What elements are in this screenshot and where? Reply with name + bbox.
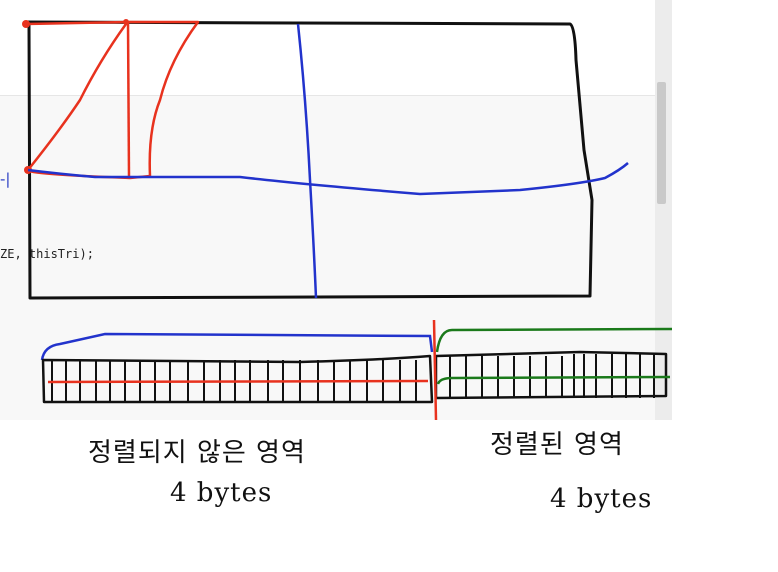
blue-bracket <box>40 332 434 361</box>
green-inner-line <box>436 375 671 385</box>
red-vertical-line <box>126 21 131 179</box>
memory-strip-left <box>41 354 434 404</box>
code-margin-mark: -| <box>0 170 11 188</box>
red-inner-line <box>47 379 429 384</box>
editor-header-area <box>0 0 672 95</box>
blue-horizontal-line <box>27 162 629 196</box>
blue-vertical-line <box>296 23 318 299</box>
left-region-size: 4 bytes <box>170 478 273 508</box>
right-region-size: 4 bytes <box>550 484 653 514</box>
scrollbar-thumb[interactable] <box>657 82 666 204</box>
left-region-label: 정렬되지 않은 영역 <box>88 438 306 468</box>
outer-rectangle <box>24 20 594 300</box>
right-region-label: 정렬된 영역 <box>490 430 624 460</box>
green-bracket <box>435 327 673 353</box>
red-divider-line <box>432 319 438 421</box>
red-parallelogram <box>25 20 200 180</box>
code-line: ZE, thisTri); <box>0 247 94 261</box>
red-corner-dot-top-right <box>123 19 129 25</box>
red-corner-dot-top <box>22 20 30 28</box>
memory-strip-right <box>434 350 668 400</box>
editor-divider <box>0 95 672 96</box>
